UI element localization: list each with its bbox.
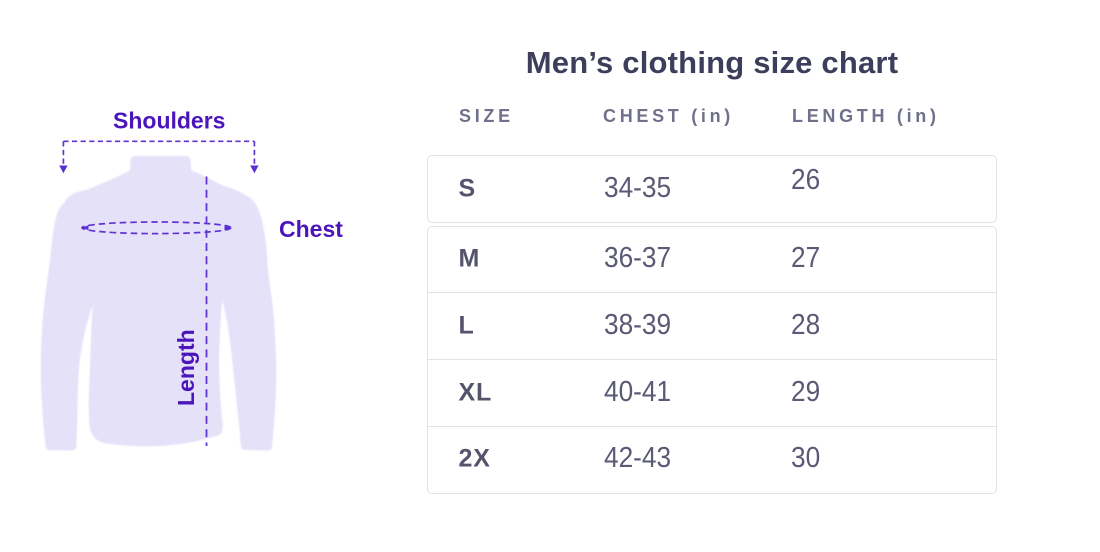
svg-text:Shoulders: Shoulders	[113, 108, 225, 134]
svg-text:Length: Length	[173, 329, 199, 406]
svg-text:Chest: Chest	[279, 216, 343, 242]
